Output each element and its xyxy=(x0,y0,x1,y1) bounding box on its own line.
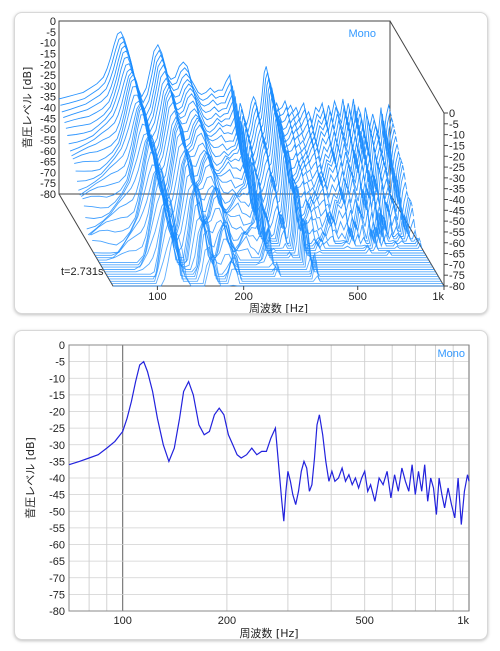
x-tick-label: 1k xyxy=(432,291,444,303)
spectrum-chart: 0 -5 -10 -15 -20 -25 -30 -35 -40 -45 -50 -55 -60 -65 -… xyxy=(23,340,470,639)
x-tick-label: 500 xyxy=(349,291,367,303)
y-tick-label: -35 xyxy=(49,456,65,468)
y-tick-label-left: -70 xyxy=(40,167,56,179)
y-tick-label: -30 xyxy=(49,440,65,452)
y-tick-label-right: -35 xyxy=(449,184,465,196)
y-tick-label-right: -55 xyxy=(449,227,465,239)
waterfall-trace xyxy=(110,220,442,282)
y-tick-label-left: -65 xyxy=(40,157,56,169)
y-tick-label-right: -70 xyxy=(449,259,465,271)
y-tick-label: -55 xyxy=(49,523,65,535)
y-tick-label: -50 xyxy=(49,506,65,518)
y-tick-label-right: -80 xyxy=(449,281,465,293)
y-tick-label: -10 xyxy=(49,373,65,385)
y-tick-label: -65 xyxy=(49,556,65,568)
y-tick-label-left: -55 xyxy=(40,135,56,147)
y-tick-label-left: -15 xyxy=(40,48,56,60)
waterfall-trace xyxy=(113,232,444,287)
time-label: t=2.731s xyxy=(61,266,104,278)
y-tick-label: -15 xyxy=(49,390,65,402)
waterfall-trace xyxy=(85,132,417,241)
y-tick-label: -60 xyxy=(49,540,65,552)
y-tick-label-right: -45 xyxy=(449,205,465,217)
back-plane-frame xyxy=(58,20,391,195)
y-tick-label-left: 0 xyxy=(50,16,56,28)
waterfall-trace xyxy=(111,234,443,285)
waterfall-trace xyxy=(103,201,435,270)
y-tick-label-left: -20 xyxy=(40,59,56,71)
waterfall-trace xyxy=(108,205,440,280)
y-tick-label-right: -10 xyxy=(449,130,465,142)
waterfall-chart-panel: 0 -5 -10 -15 -20 -25 -30 -35 -40 -45 -50 -55 -60 -65-… xyxy=(14,12,488,314)
y-axis-label: 音圧レベル [dB] xyxy=(20,67,34,149)
waterfall-trace xyxy=(100,178,432,266)
y-tick-label-right: -60 xyxy=(449,238,465,250)
y-tick-label-right: 0 xyxy=(449,108,455,120)
waterfall-trace xyxy=(60,36,392,145)
legend-label: Mono xyxy=(348,28,376,40)
y-tick-label-left: -80 xyxy=(40,189,56,201)
y-tick-label-left: -30 xyxy=(40,81,56,93)
y-tick-label-right: -75 xyxy=(449,270,465,282)
waterfall-trace xyxy=(107,195,439,278)
y-tick-label-right: -40 xyxy=(449,195,465,207)
legend-label: Mono xyxy=(437,348,465,360)
y-tick-label: -25 xyxy=(49,423,65,435)
x-axis-label: 周波数 [Hz] xyxy=(249,302,308,313)
y-tick-label-right: -15 xyxy=(449,140,465,152)
y-tick-label-left: -40 xyxy=(40,103,56,115)
y-tick-label-left: -35 xyxy=(40,92,56,104)
y-tick-label-left: -75 xyxy=(40,178,56,190)
x-axis-label: 周波数 [Hz] xyxy=(239,627,298,639)
y-axis-label: 音圧レベル [dB] xyxy=(23,437,37,519)
y-tick-label-right: -30 xyxy=(449,173,465,185)
waterfall-trace xyxy=(90,141,423,250)
y-tick-label: -5 xyxy=(55,357,65,369)
y-tick-label-left: -10 xyxy=(40,38,56,50)
y-tick-label: -80 xyxy=(49,606,65,618)
waterfall-trace xyxy=(92,151,424,252)
waterfall-trace xyxy=(97,162,429,261)
y-tick-label-right: -25 xyxy=(449,162,465,174)
waterfall-trace xyxy=(65,56,398,169)
y-tick-label-left: -50 xyxy=(40,124,56,136)
y-tick-label: -20 xyxy=(49,407,65,419)
y-tick-label-left: -25 xyxy=(40,70,56,82)
plot-frame xyxy=(68,344,470,612)
waterfall-trace xyxy=(101,193,433,268)
y-tick-label-right: -5 xyxy=(449,119,459,131)
series-line xyxy=(68,360,470,525)
y-tick-label-left: -45 xyxy=(40,113,56,125)
y-tick-label-left: -60 xyxy=(40,146,56,158)
y-tick-label: 0 xyxy=(59,340,65,352)
x-tick-label: 200 xyxy=(234,291,252,303)
x-tick-label: 200 xyxy=(218,615,236,627)
x-tick-label: 100 xyxy=(113,615,131,627)
y-tick-label: -70 xyxy=(49,573,65,585)
waterfall-trace xyxy=(58,31,391,138)
x-tick-label: 1k xyxy=(457,615,469,627)
y-tick-label-right: -65 xyxy=(449,249,465,261)
waterfall-trace xyxy=(106,192,438,275)
y-tick-label: -40 xyxy=(49,473,65,485)
spectrum-chart-panel: 0 -5 -10 -15 -20 -25 -30 -35 -40 -45 -50 -55 -60 -65 -… xyxy=(14,330,488,640)
x-tick-label: 500 xyxy=(356,615,374,627)
waterfall-trace xyxy=(96,165,428,259)
waterfall-trace xyxy=(75,94,408,213)
x-tick-label: 100 xyxy=(148,291,166,303)
y-tick-label-right: -20 xyxy=(449,151,465,163)
y-tick-label-right: -50 xyxy=(449,216,465,228)
waterfall-trace xyxy=(93,164,425,254)
y-tick-label: -75 xyxy=(49,589,65,601)
waterfall-trace xyxy=(74,86,406,209)
waterfall-chart: 0-5-10-15-20-25-30-35-40-45-50-55-60-65-… xyxy=(20,16,465,313)
waterfall-trace xyxy=(104,198,436,273)
y-tick-label: -45 xyxy=(49,490,65,502)
y-tick-label-left: -5 xyxy=(46,27,56,39)
